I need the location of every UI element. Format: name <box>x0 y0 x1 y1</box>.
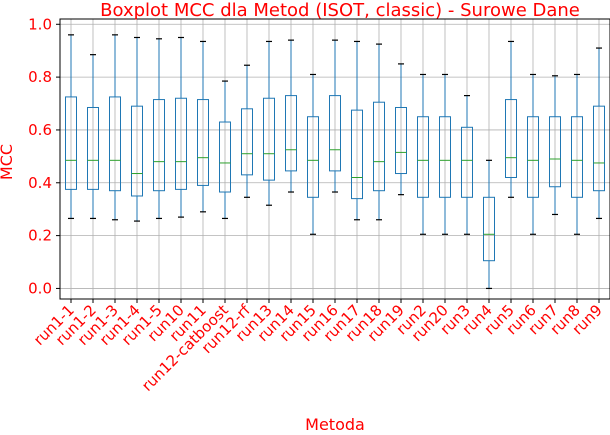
box-layer <box>65 34 605 290</box>
box-iqr <box>395 106 407 175</box>
y-tick-label: 1.0 <box>28 15 52 33</box>
box-iqr <box>197 99 209 186</box>
box-iqr <box>307 116 319 198</box>
box-iqr <box>329 95 341 172</box>
x-axis-label: Metoda <box>305 415 365 434</box>
box-iqr <box>175 97 187 190</box>
box-iqr <box>439 116 451 198</box>
box-iqr <box>461 126 473 198</box>
y-tick-label: 0.4 <box>28 174 52 192</box>
box-iqr <box>109 96 121 192</box>
y-tick-label: 0.8 <box>28 68 52 86</box>
box-iqr <box>153 99 165 192</box>
box-iqr <box>483 196 495 262</box>
y-tick-label: 0.6 <box>28 121 52 139</box>
box-iqr <box>351 109 363 200</box>
box-iqr <box>593 105 605 192</box>
chart-title: Boxplot MCC dla Metod (ISOT, classic) - … <box>100 0 580 21</box>
box-iqr <box>549 116 561 188</box>
box-iqr <box>527 116 539 198</box>
box-iqr <box>285 95 297 172</box>
box-iqr <box>505 99 517 178</box>
box-iqr <box>131 105 143 197</box>
box-iqr <box>373 101 385 192</box>
y-axis-label: MCC <box>0 144 16 180</box>
box-iqr <box>65 96 77 190</box>
box-iqr <box>87 106 99 190</box>
y-tick-label: 0.2 <box>28 227 52 245</box>
box-iqr <box>263 97 275 181</box>
box-iqr <box>417 116 429 198</box>
y-tick-label: 0.0 <box>28 279 52 297</box>
box-iqr <box>241 108 253 176</box>
box-iqr <box>571 116 583 198</box>
box-iqr <box>219 121 231 193</box>
